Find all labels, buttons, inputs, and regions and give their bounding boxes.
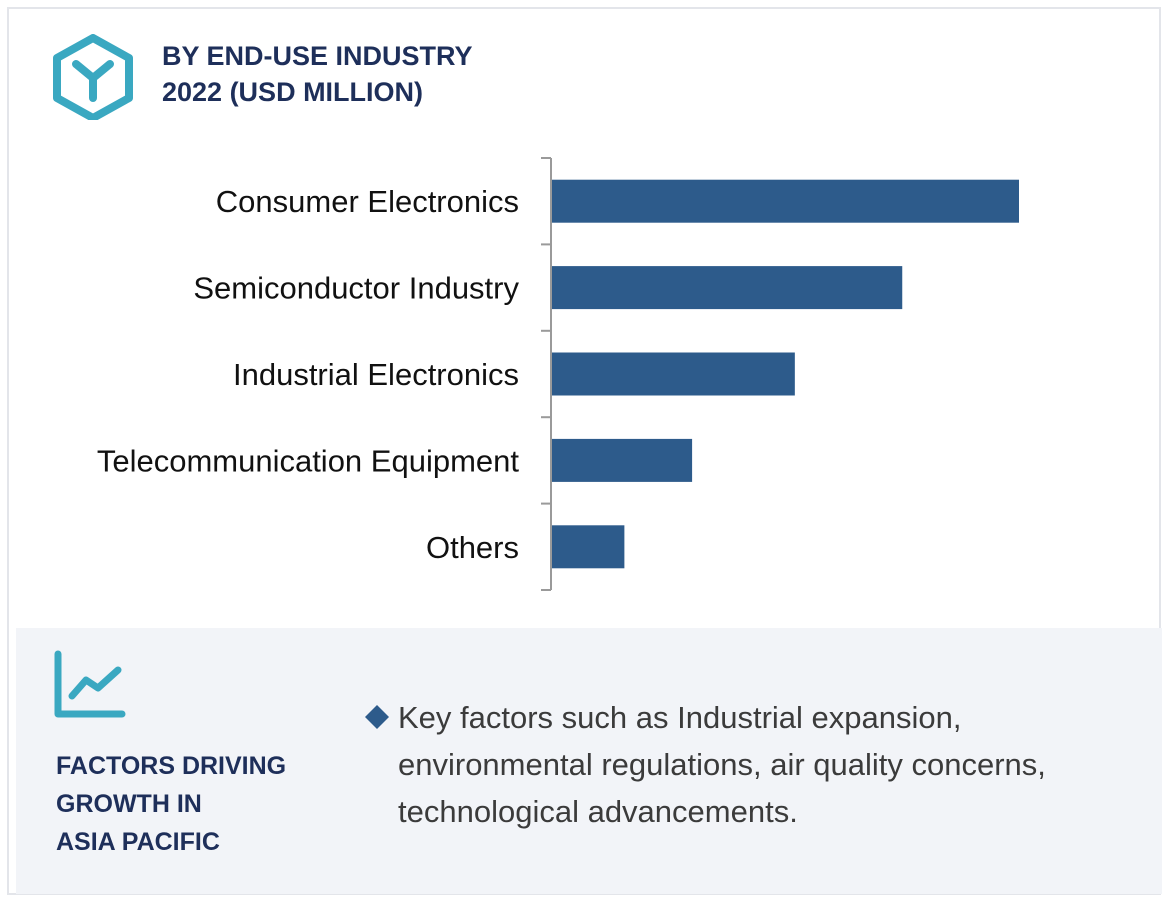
category-label: Semiconductor Industry xyxy=(193,271,519,306)
hexagon-y-logo-icon xyxy=(53,34,133,120)
factors-heading-line1: FACTORS DRIVING xyxy=(56,752,287,780)
diamond-bullet-icon xyxy=(365,705,389,729)
category-label: Telecommunication Equipment xyxy=(97,443,520,478)
bar-consumer-electronics xyxy=(552,179,1019,223)
factors-heading: FACTORS DRIVING GROWTH IN ASIA PACIFIC xyxy=(56,747,286,861)
factors-heading-line2: GROWTH IN xyxy=(56,790,202,818)
bar-semiconductor-industry xyxy=(552,266,903,310)
chart-title-line1: BY END-USE INDUSTRY xyxy=(162,41,473,71)
category-label: Others xyxy=(426,530,519,565)
bar-industrial-electronics xyxy=(552,352,795,396)
chart-title-line2: 2022 (USD MILLION) xyxy=(162,77,424,107)
factors-text: Key factors such as Industrial expansion… xyxy=(398,700,1046,829)
chart-title: BY END-USE INDUSTRY 2022 (USD MILLION) xyxy=(162,38,473,110)
category-label: Industrial Electronics xyxy=(233,357,519,392)
bar-chart: Consumer Electronics Semiconductor Indust… xyxy=(97,157,1019,591)
bar-others xyxy=(552,525,625,569)
trend-line-chart-icon xyxy=(54,650,126,718)
bar-telecommunication-equipment xyxy=(552,438,693,482)
factors-panel xyxy=(16,628,1162,894)
factors-heading-line3: ASIA PACIFIC xyxy=(56,828,220,856)
category-label: Consumer Electronics xyxy=(216,184,519,219)
